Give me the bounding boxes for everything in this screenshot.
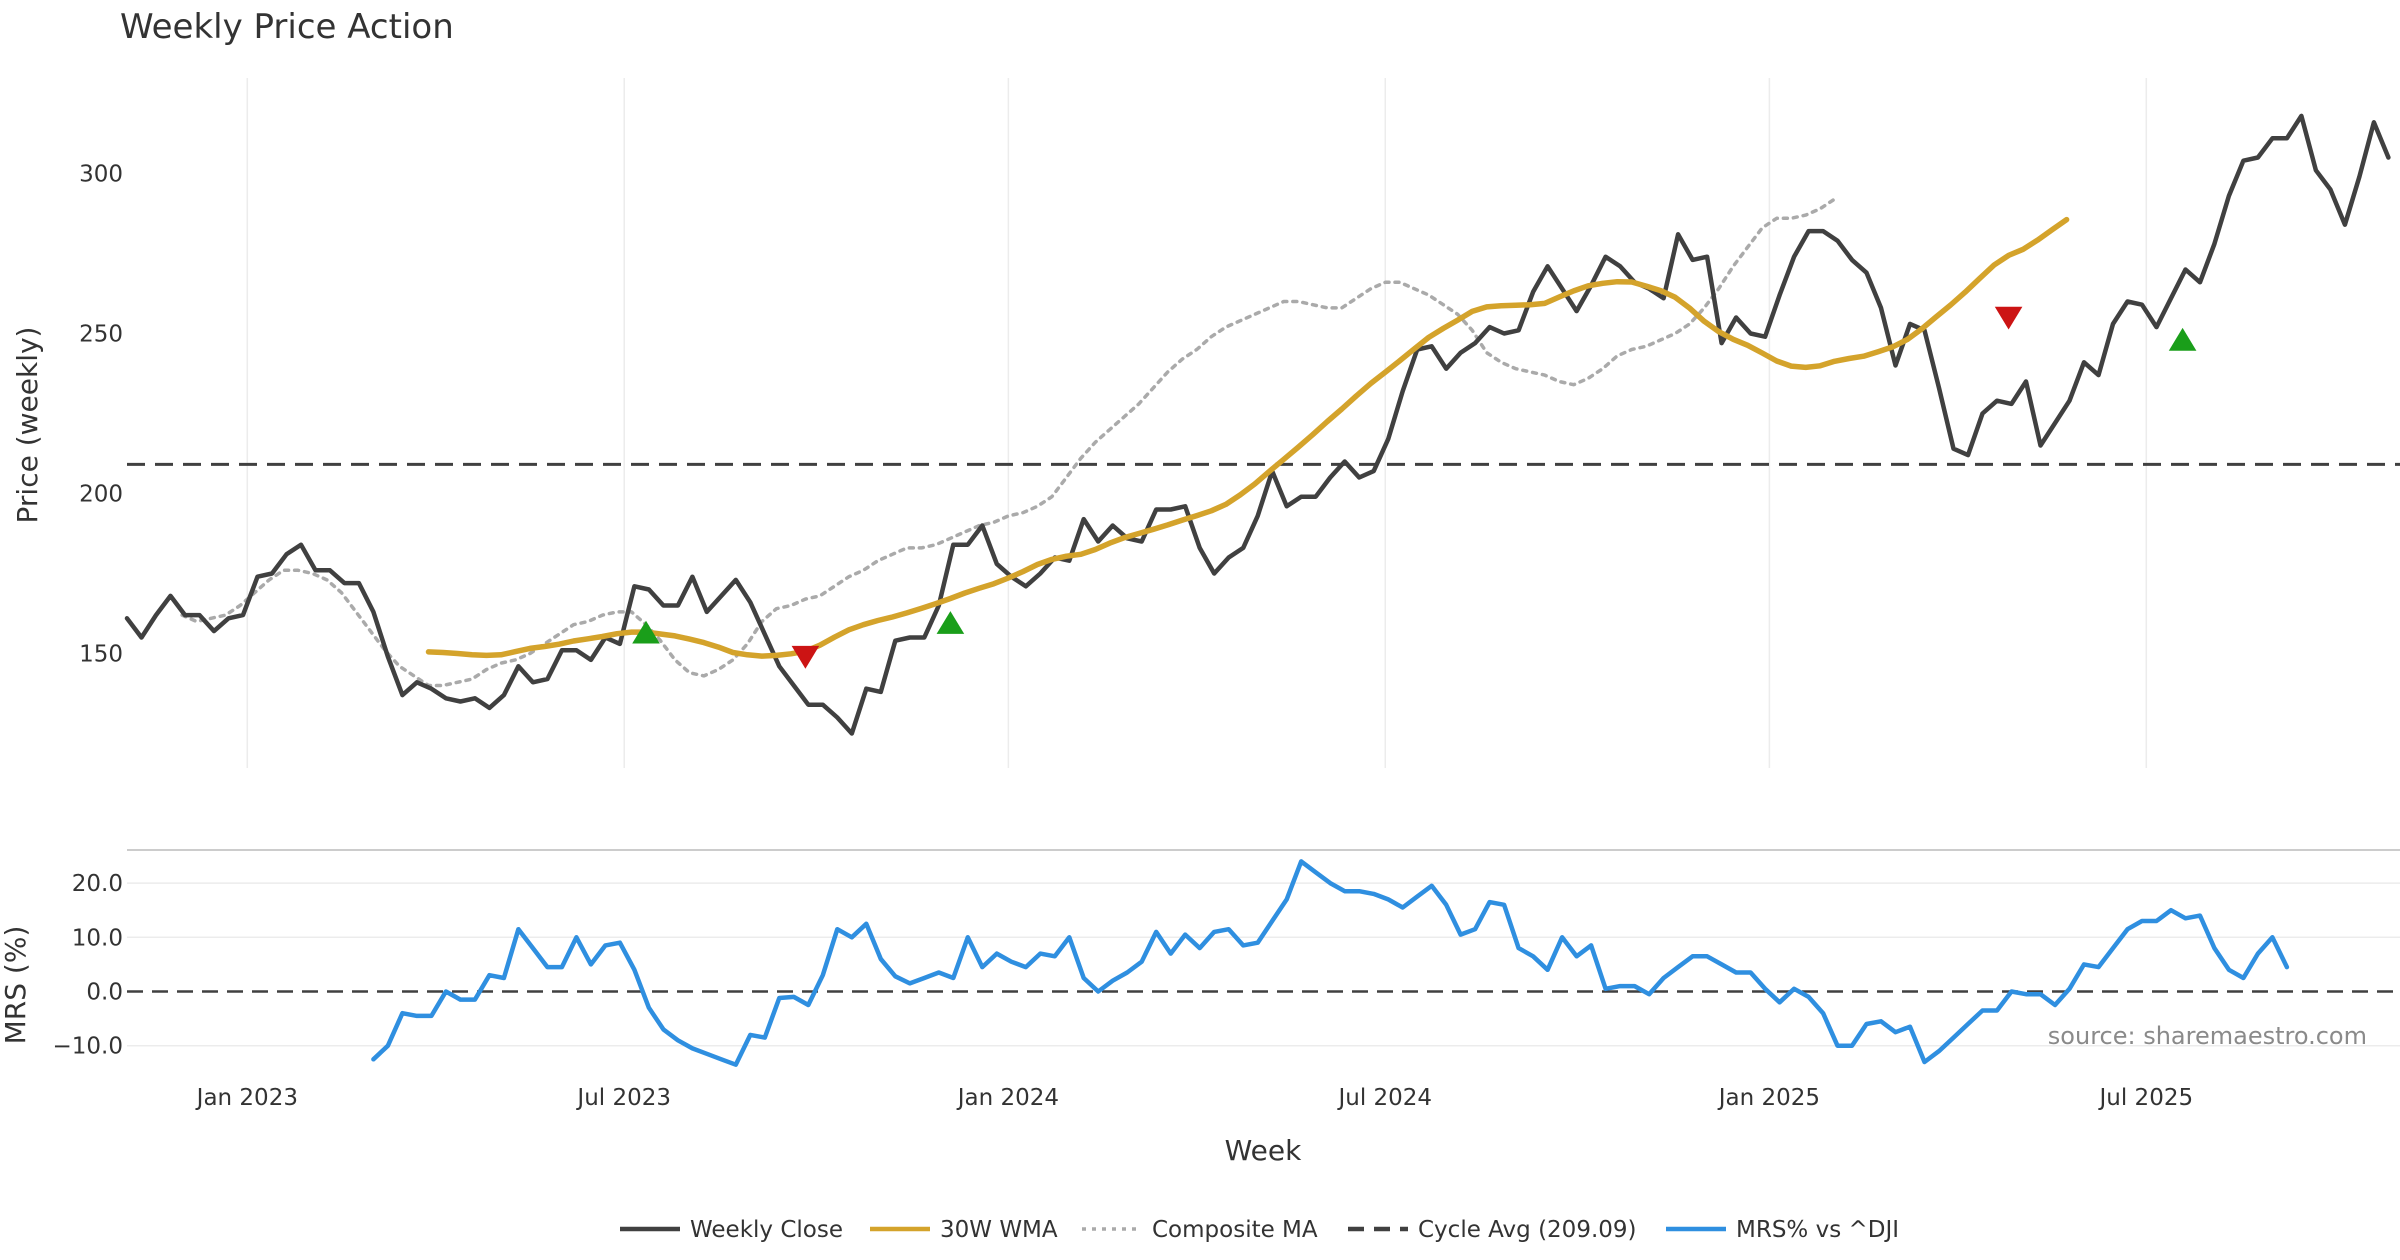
x-tick-label: Jul 2024 <box>1336 1085 1432 1111</box>
price-y-axis: 150 200 250 300 <box>79 162 123 668</box>
sell-signal-marker <box>791 645 820 669</box>
mrs-series-group <box>127 859 2400 1067</box>
x-axis-title: Week <box>1225 1134 1302 1167</box>
x-axis: Jan 2023 Jul 2023 Jan 2024 Jul 2024 Jan 2025… <box>195 1085 2193 1111</box>
mrs-tick-label: 10.0 <box>72 925 123 951</box>
buy-signal-marker <box>936 611 965 634</box>
legend-item-cycle-avg-209-09: Cycle Avg (209.09) <box>1348 1217 1637 1243</box>
legend-label: 30W WMA <box>940 1217 1058 1243</box>
mrs-y-axis: −10.0 0.0 10.0 20.0 <box>53 871 123 1060</box>
legend-label: Weekly Close <box>690 1217 843 1243</box>
price-tick-label: 200 <box>79 482 123 508</box>
buy-signal-marker <box>2168 327 2197 351</box>
sell-signal-marker <box>1994 306 2023 330</box>
x-tick-label: Jul 2025 <box>2098 1085 2194 1111</box>
composite-ma-line <box>180 197 1837 688</box>
legend-item-mrs-vs-dji: MRS% vs ^DJI <box>1666 1217 1899 1243</box>
weekly-close-line <box>124 113 2391 736</box>
buy-signal-marker <box>632 620 660 644</box>
mrs-line <box>371 859 2290 1067</box>
price-y-axis-title: Price (weekly) <box>11 327 44 524</box>
x-tick-label: Jul 2023 <box>575 1085 671 1111</box>
price-series-group <box>124 113 2400 736</box>
mrs-tick-label: 20.0 <box>72 871 123 897</box>
chart-title: Weekly Price Action <box>120 7 454 47</box>
mrs-tick-label: 0.0 <box>86 980 123 1006</box>
signal-markers <box>632 306 2197 669</box>
legend-label: MRS% vs ^DJI <box>1736 1217 1899 1243</box>
source-credit: source: sharemaestro.com <box>2048 1022 2367 1050</box>
mrs-tick-label: −10.0 <box>53 1034 123 1060</box>
price-panel-grid <box>246 78 2148 768</box>
x-tick-label: Jan 2025 <box>1717 1085 1820 1111</box>
x-tick-label: Jan 2024 <box>956 1085 1059 1111</box>
30w-wma-line <box>425 216 2070 659</box>
price-tick-label: 300 <box>79 162 123 188</box>
legend-item-composite-ma: Composite MA <box>1082 1217 1318 1243</box>
x-tick-label: Jan 2023 <box>195 1085 298 1111</box>
legend-label: Cycle Avg (209.09) <box>1418 1217 1637 1243</box>
legend-item-weekly-close: Weekly Close <box>620 1217 843 1243</box>
legend-item-30w-wma: 30W WMA <box>870 1217 1058 1243</box>
legend-label: Composite MA <box>1152 1217 1318 1243</box>
mrs-y-axis-title: MRS (%) <box>0 926 32 1045</box>
price-tick-label: 250 <box>79 322 123 348</box>
price-tick-label: 150 <box>79 642 123 668</box>
chart-legend: Weekly Close 30W WMA Composite MA Cycle Avg… <box>620 1217 1899 1243</box>
